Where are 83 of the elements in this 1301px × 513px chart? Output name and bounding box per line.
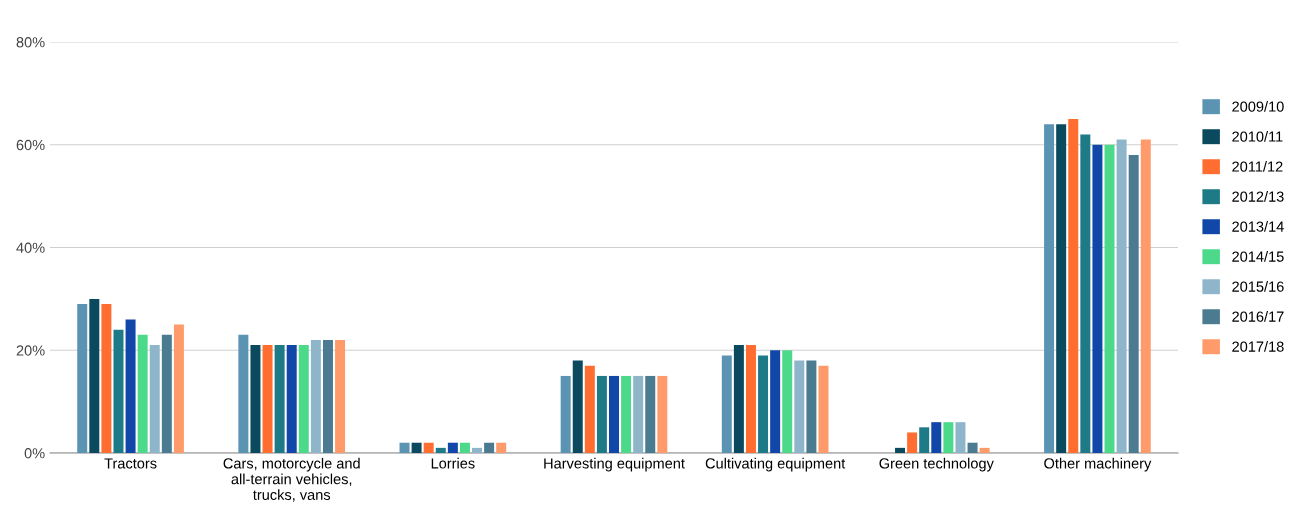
bar: [411, 442, 422, 453]
bar: [745, 345, 756, 453]
x-tick-label: Other machinery: [1044, 457, 1152, 472]
x-tick-label: Lorries: [431, 457, 475, 469]
x-tick-label: Cars, motorcycle and all-terrain vehicles, trucks, vans: [223, 457, 360, 502]
bar: [89, 298, 100, 453]
bar: [423, 442, 434, 453]
bar: [596, 375, 607, 453]
bar: [818, 365, 829, 453]
bar: [298, 345, 309, 453]
legend-label: 2012/13: [1232, 191, 1284, 202]
y-tick-label: 80%: [16, 37, 45, 48]
bar: [310, 339, 321, 453]
bar: [794, 360, 805, 453]
bar: [979, 447, 990, 453]
bar: [484, 442, 495, 453]
bar: [447, 442, 458, 453]
legend-label: 2017/18: [1232, 341, 1284, 352]
bar: [472, 447, 483, 453]
bar: [262, 345, 273, 453]
y-tick-label: 0%: [24, 448, 45, 459]
bar: [895, 447, 906, 453]
bar: [560, 375, 571, 453]
bar: [137, 334, 148, 453]
bar: [1044, 124, 1055, 453]
legend-label: 2009/10: [1232, 101, 1284, 112]
x-tick-label: Cultivating equipment: [705, 457, 846, 472]
bar: [335, 339, 346, 453]
bar: [77, 304, 88, 453]
bar: [435, 447, 446, 453]
bar: [1128, 155, 1139, 453]
bar: [770, 350, 781, 453]
bar: [496, 442, 507, 453]
y-tick-label: 40%: [16, 242, 45, 253]
bar: [399, 442, 410, 453]
bar: [1104, 144, 1115, 453]
y-tick-label: 60%: [16, 139, 45, 151]
bar: [943, 422, 954, 453]
bar: [1116, 139, 1127, 453]
bar: [1092, 144, 1103, 453]
bar: [633, 375, 644, 453]
bar: [806, 360, 817, 453]
bar: [931, 422, 942, 453]
bar: [286, 345, 297, 453]
bar: [173, 324, 184, 453]
bar: [584, 365, 595, 453]
bar: [955, 422, 966, 453]
bar: [250, 345, 261, 453]
bar: [609, 375, 619, 453]
bar: [967, 442, 978, 453]
bar: [161, 334, 172, 453]
bar: [733, 345, 744, 453]
x-tick-label: Tractors: [104, 458, 157, 469]
bar: [1056, 124, 1067, 453]
legend-label: 2013/14: [1232, 221, 1284, 232]
bar: [572, 360, 583, 453]
bar: [238, 334, 249, 453]
bar: [149, 345, 160, 453]
legend-label: 2014/15: [1232, 251, 1284, 262]
bar: [645, 375, 656, 453]
legend-label: 2015/16: [1232, 281, 1284, 292]
bar: [758, 355, 769, 453]
legend-label: 2011/12: [1232, 161, 1283, 172]
bar: [1140, 139, 1151, 453]
legend-label: 2010/11: [1232, 131, 1283, 142]
bar: [125, 319, 136, 453]
bar: [907, 432, 918, 453]
x-tick-label: Green technology: [879, 457, 994, 472]
bar: [919, 427, 930, 453]
bar: [322, 339, 333, 453]
bar: [101, 304, 112, 453]
bar: [113, 329, 124, 453]
bar: [459, 442, 470, 453]
bar: [657, 375, 668, 453]
y-tick-label: 20%: [16, 345, 45, 356]
bar: [1080, 134, 1091, 453]
bar: [1068, 119, 1079, 453]
bar: [274, 345, 285, 453]
x-tick-label: Harvesting equipment: [544, 457, 685, 472]
bar: [782, 350, 793, 453]
bar: [621, 375, 632, 453]
bar: [721, 355, 732, 453]
legend-label: 2016/17: [1232, 311, 1284, 322]
